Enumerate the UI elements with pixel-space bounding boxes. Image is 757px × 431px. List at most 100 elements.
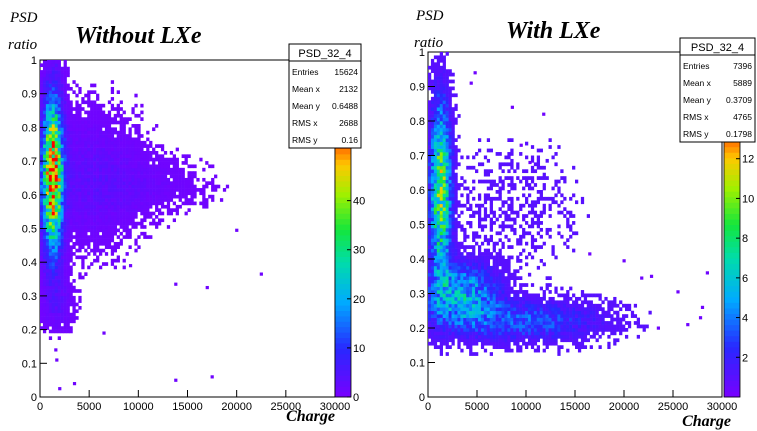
heatmap-cell <box>480 241 485 246</box>
heatmap-cell <box>624 321 629 325</box>
heatmap-cell <box>516 259 520 263</box>
heatmap-cell <box>96 245 100 250</box>
color-scale-segment <box>335 316 351 322</box>
heatmap-cell <box>54 60 58 64</box>
heatmap-cell <box>149 174 153 179</box>
heatmap-cell <box>87 174 91 179</box>
heatmap-cell <box>69 113 73 118</box>
heatmap-cell <box>433 214 438 218</box>
heatmap-cell <box>513 183 517 187</box>
heatmap-cell <box>522 331 526 336</box>
heatmap-cell <box>160 177 165 182</box>
heatmap-cell <box>428 314 432 318</box>
heatmap-cell <box>472 186 476 191</box>
heatmap-cell <box>40 140 44 145</box>
heatmap-cell <box>131 107 135 111</box>
heatmap-cell <box>454 321 458 325</box>
heatmap-cell <box>504 303 508 308</box>
heatmap-cell <box>75 235 79 239</box>
heatmap-cell <box>554 303 558 308</box>
heatmap-cell <box>84 201 88 206</box>
heatmap-cell <box>442 279 446 284</box>
heatmap-cell <box>563 179 567 184</box>
heatmap-cell <box>99 174 103 179</box>
heatmap-cell <box>99 124 103 128</box>
heatmap-cell <box>51 218 56 223</box>
heatmap-cell <box>539 196 543 201</box>
heatmap-cell <box>428 303 432 308</box>
heatmap-cell <box>42 83 47 88</box>
heatmap-cell <box>125 154 129 159</box>
heatmap-cell <box>63 97 67 101</box>
heatmap-cell <box>48 225 53 229</box>
heatmap-cell <box>140 171 144 175</box>
color-scale-segment <box>335 359 351 365</box>
heatmap-cell <box>54 70 58 74</box>
heatmap-cell <box>125 218 129 223</box>
heatmap-cell <box>463 259 467 263</box>
heatmap-cell <box>569 286 573 291</box>
heatmap-cell <box>428 183 432 187</box>
heatmap-cell <box>489 314 493 318</box>
heatmap-cell <box>580 200 585 205</box>
heatmap-cell <box>536 310 541 315</box>
heatmap-cell <box>445 203 449 208</box>
color-scale-segment <box>724 369 740 376</box>
heatmap-cell <box>498 279 502 284</box>
heatmap-cell <box>448 186 452 191</box>
heatmap-cell <box>460 324 464 329</box>
stat-value: 2688 <box>339 118 358 128</box>
heatmap-cell <box>137 134 141 138</box>
stat-label: RMS x <box>292 118 318 128</box>
heatmap-cell <box>428 252 432 256</box>
heatmap-cell <box>63 100 67 105</box>
heatmap-cell <box>116 140 120 145</box>
heatmap-cell <box>99 110 103 115</box>
color-scale-segment <box>335 262 351 268</box>
heatmap-cell <box>510 290 514 294</box>
heatmap-cell <box>40 289 44 293</box>
heatmap-cell <box>539 310 543 315</box>
heatmap-cell <box>57 134 61 138</box>
heatmap-cell <box>445 321 449 325</box>
heatmap-cell <box>166 211 171 216</box>
heatmap-cell <box>119 231 123 236</box>
heatmap-cell <box>96 144 100 148</box>
heatmap-cell <box>63 120 67 125</box>
heatmap-cell <box>454 121 458 125</box>
stat-label: Entries <box>292 67 318 77</box>
heatmap-cell <box>54 218 58 223</box>
heatmap-cell <box>430 207 435 211</box>
heatmap-cell <box>160 161 165 165</box>
heatmap-cell <box>475 307 479 312</box>
heatmap-cell <box>548 290 552 294</box>
heatmap-cell <box>472 255 476 260</box>
heatmap-cell <box>48 66 53 71</box>
heatmap-cell <box>457 310 461 315</box>
heatmap-cell <box>99 201 103 206</box>
heatmap-cell <box>101 191 106 196</box>
heatmap-cell <box>60 157 64 162</box>
heatmap-cell <box>454 221 458 225</box>
heatmap-cell <box>495 269 499 274</box>
heatmap-cell <box>522 296 526 301</box>
heatmap-cell <box>475 300 479 305</box>
heatmap-cell <box>469 224 473 229</box>
heatmap-cell <box>66 66 70 71</box>
heatmap-cell <box>42 241 47 246</box>
heatmap-cell <box>451 224 455 229</box>
heatmap-cell <box>460 262 464 267</box>
heatmap-cell <box>501 310 505 315</box>
heatmap-cell <box>155 174 159 179</box>
heatmap-cell <box>69 174 73 179</box>
heatmap-cell <box>436 55 441 60</box>
heatmap-cell <box>530 158 535 163</box>
color-scale-tick-label: 40 <box>353 196 365 208</box>
heatmap-cell <box>134 225 138 229</box>
heatmap-cell <box>66 329 70 334</box>
heatmap-cell <box>119 188 123 192</box>
heatmap-cell <box>51 262 56 266</box>
heatmap-cell <box>40 154 44 159</box>
heatmap-cell <box>504 200 508 205</box>
heatmap-cell <box>48 140 53 145</box>
